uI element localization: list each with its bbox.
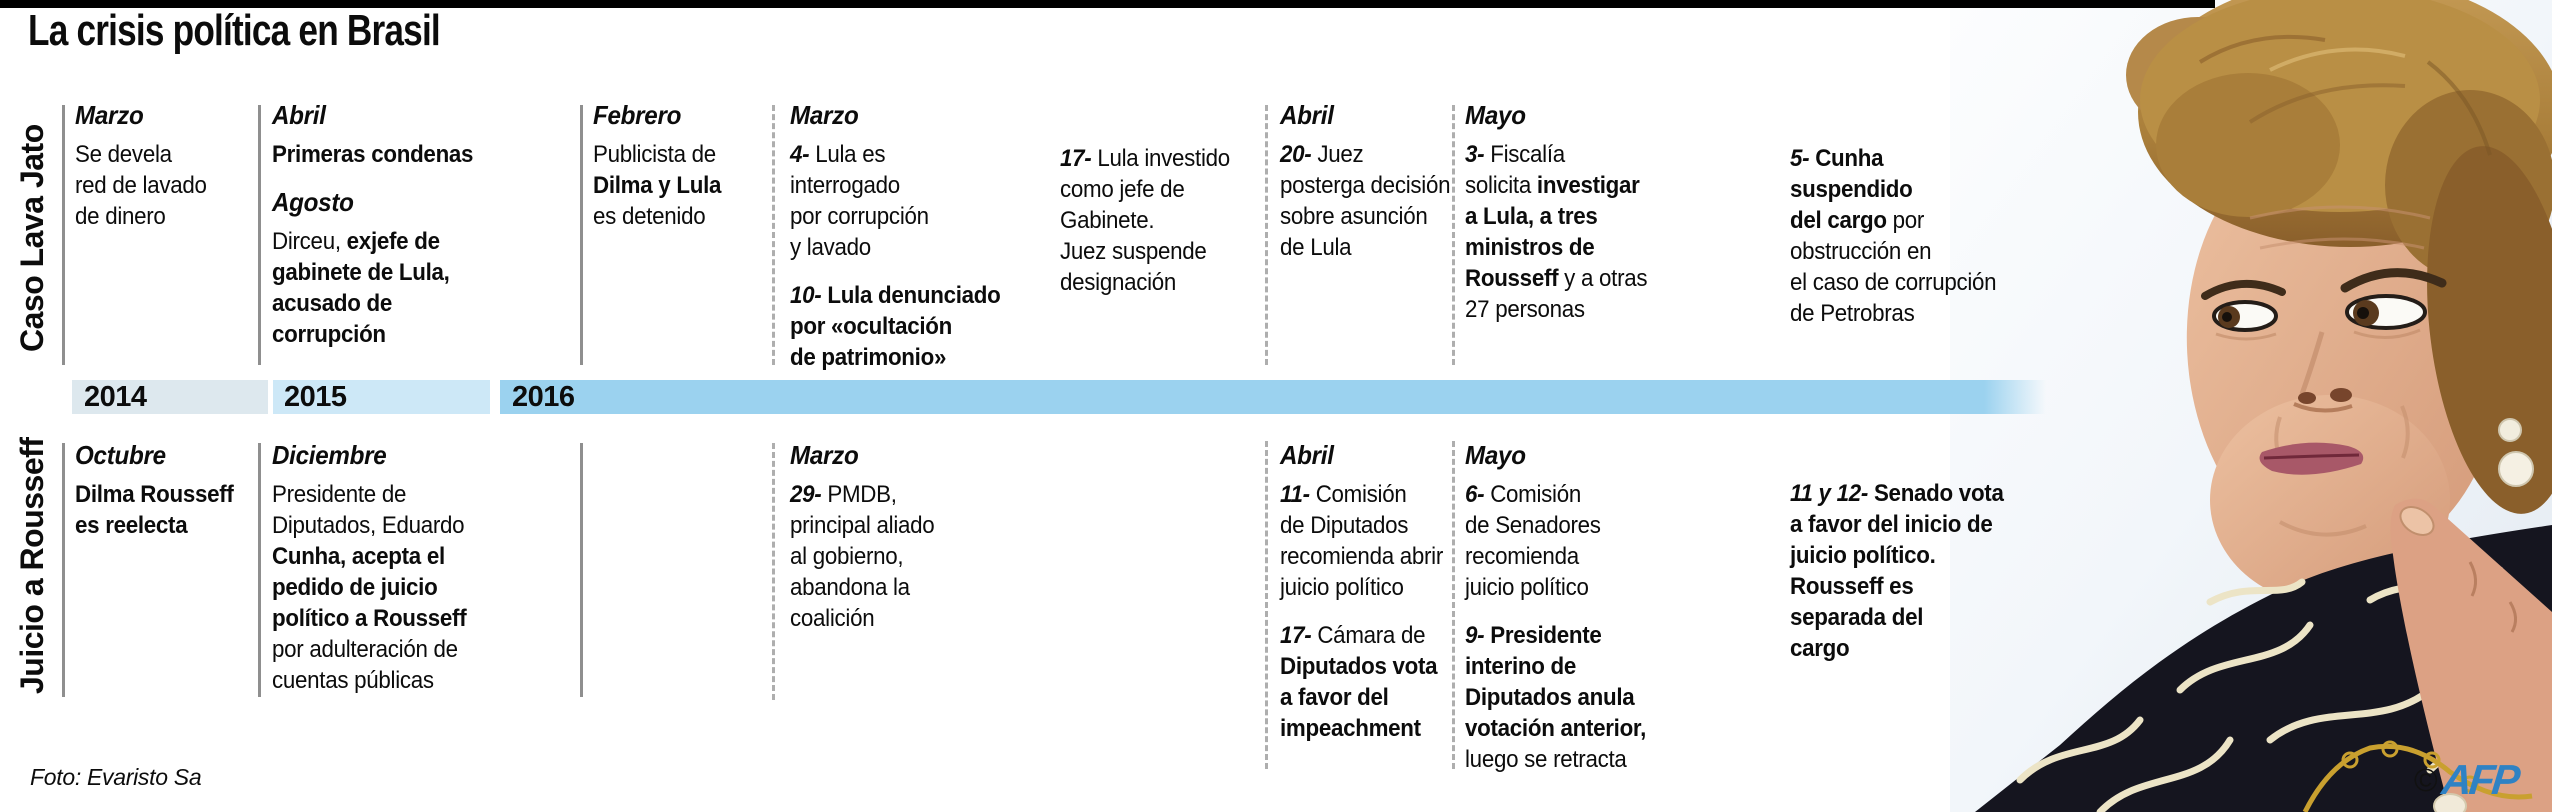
month-label: Marzo	[790, 100, 859, 130]
column-divider	[580, 443, 583, 697]
forehead-lines	[2249, 205, 2431, 250]
copyright-icon: ©	[2414, 762, 2438, 798]
column-divider	[62, 443, 65, 697]
year-band-2014	[72, 380, 268, 414]
photo-of-dilma-rousseff	[1950, 0, 2552, 812]
afp-wordmark: AFP	[2439, 756, 2520, 803]
event-text: 5- Cunha suspendido del cargo por obstru…	[1790, 145, 1997, 327]
event-text: Presidente de Diputados, Eduardo Cunha, …	[272, 481, 467, 694]
event-text: 4- Lula es interrogado por corrupción y …	[790, 141, 929, 261]
event-text: 3- Fiscalía solicita investigar a Lula, …	[1465, 141, 1648, 323]
timeline-column: 17- Lula investido como jefe de Gabinete…	[1060, 143, 1310, 315]
event-text: Publicista de Dilma y Lula es detenido	[593, 141, 722, 230]
afp-logo: © AFP	[2414, 756, 2520, 803]
timeline-column: Mayo 3- Fiscalía solicita investigar a Lu…	[1465, 100, 1725, 342]
event-text: 29- PMDB, principal aliado al gobierno, …	[790, 481, 935, 632]
column-divider	[62, 105, 65, 365]
timeline-column: Abril 20- Juez posterga decisión sobre as…	[1280, 100, 1520, 280]
month-label: Marzo	[790, 440, 859, 470]
event-text: Se devela red de lavado de dinero	[75, 141, 207, 230]
month-label: Abril	[1280, 100, 1334, 130]
year-band-2016	[500, 380, 2046, 414]
timeline-column: Abril 11- Comisión de Diputados recomiend…	[1280, 440, 1540, 761]
timeline-column: Febrero Publicista de Dilma y Lula es det…	[593, 100, 823, 249]
timeline-column: Diciembre Presidente de Diputados, Eduard…	[272, 440, 572, 713]
timeline-column: Abril Primeras condenas Agosto Dirceu, exje…	[272, 100, 572, 367]
lips-shape	[2259, 442, 2367, 537]
pearl-earring	[2498, 418, 2534, 487]
pearl-pendant	[2433, 793, 2467, 812]
event-text: Dilma Rousseff es reelecta	[75, 481, 234, 539]
photo-credit: Foto: Evaristo Sa	[30, 764, 202, 790]
timeline-column: Mayo 6- Comisión de Senadores recomienda …	[1465, 440, 1725, 792]
column-divider	[772, 105, 775, 365]
timeline-column: 5- Cunha suspendido del cargo por obstru…	[1790, 143, 2080, 346]
eye-shape	[2212, 294, 2427, 341]
timeline-column: 11 y 12- Senado vota a favor del inicio …	[1790, 478, 2090, 681]
event-text: 6- Comisión de Senadores recomienda juic…	[1465, 481, 1601, 601]
column-divider	[772, 443, 775, 700]
month-label: Abril	[272, 100, 326, 130]
event-text: 20- Juez posterga decisión sobre asunció…	[1280, 141, 1451, 261]
month-label: Agosto	[272, 187, 354, 217]
gold-necklace	[2302, 740, 2533, 812]
timeline-column: Marzo 29- PMDB, principal aliado al gobie…	[790, 440, 1050, 651]
event-text: 10- Lula denunciado por «ocultación de p…	[790, 282, 1001, 371]
column-divider	[258, 443, 261, 697]
column-divider	[1265, 441, 1268, 769]
event-text: 17- Cámara de Diputados vota a favor del…	[1280, 622, 1438, 742]
month-label: Mayo	[1465, 100, 1526, 130]
month-label: Octubre	[75, 440, 166, 470]
month-label: Abril	[1280, 440, 1334, 470]
eyebrow-shape	[2201, 268, 2447, 300]
year-label: 2016	[512, 381, 575, 413]
page-title: La crisis política en Brasil	[28, 6, 441, 55]
column-divider	[580, 105, 583, 365]
hand-and-finger	[2390, 498, 2552, 812]
year-band-2015	[273, 380, 490, 414]
event-text: Primeras condenas	[272, 141, 474, 168]
timeline-column: Marzo 4- Lula es interrogado por corrupci…	[790, 100, 1070, 390]
hair-shape	[2126, 0, 2552, 514]
row-label-caso-lava-jato: Caso Lava Jato	[14, 124, 50, 352]
month-label: Mayo	[1465, 440, 1526, 470]
row-label-juicio-a-rousseff: Juicio a Rousseff	[14, 437, 50, 694]
month-label: Diciembre	[272, 440, 387, 470]
event-text: 17- Lula investido como jefe de Gabinete…	[1060, 145, 1230, 296]
column-divider	[1452, 105, 1455, 365]
column-divider	[1452, 441, 1455, 769]
year-label: 2014	[84, 381, 147, 413]
month-label: Marzo	[75, 100, 144, 130]
column-divider	[258, 105, 261, 365]
event-text: 11- Comisión de Diputados recomienda abr…	[1280, 481, 1444, 601]
event-text: 9- Presidente interino de Diputados anul…	[1465, 622, 1647, 773]
month-label: Febrero	[593, 100, 682, 130]
column-divider	[1265, 105, 1268, 365]
year-label: 2015	[284, 381, 347, 413]
timeline-column: Marzo Se devela red de lavado de dinero	[75, 100, 315, 249]
event-text: Dirceu, exjefe de gabinete de Lula, acus…	[272, 228, 450, 348]
event-text: 11 y 12- Senado vota a favor del inicio …	[1790, 480, 2004, 662]
top-black-bar	[0, 0, 2215, 8]
timeline-column: Octubre Dilma Rousseff es reelecta	[75, 440, 325, 558]
